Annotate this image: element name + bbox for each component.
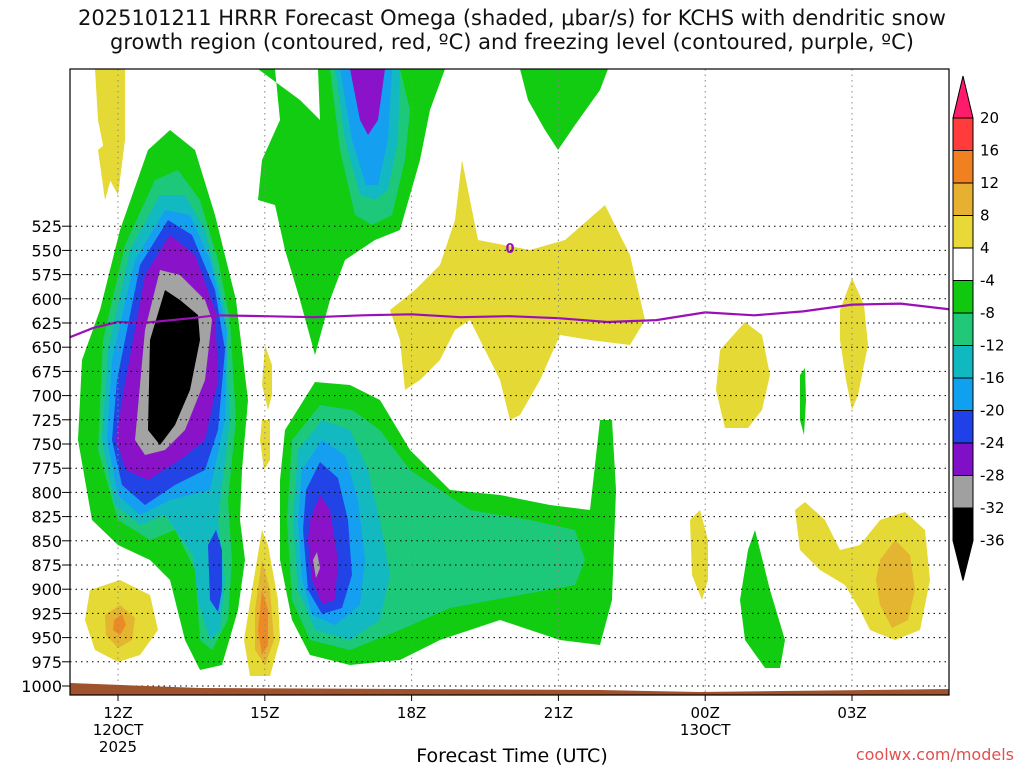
y-tick-label-650: 650 bbox=[31, 338, 62, 357]
y-tick-label-750: 750 bbox=[31, 435, 62, 454]
y-tick-label-550: 550 bbox=[31, 241, 62, 260]
colorbar-segment bbox=[952, 150, 974, 184]
y-tick-label-675: 675 bbox=[31, 362, 62, 381]
terrain-strip bbox=[70, 683, 949, 695]
x-tick-label-03Z: 03Z bbox=[837, 704, 866, 722]
y-tick-label-825: 825 bbox=[31, 508, 62, 527]
chart-title: 2025101211 HRRR Forecast Omega (shaded, … bbox=[0, 6, 1024, 54]
omega-region-yellow-2 bbox=[98, 140, 112, 200]
colorbar-segment bbox=[952, 117, 974, 151]
x-tick-label-21Z: 21Z bbox=[544, 704, 573, 722]
y-tick-label-1000: 1000 bbox=[21, 677, 62, 696]
y-tick-label-975: 975 bbox=[31, 653, 62, 672]
omega-region-green-ne bbox=[520, 69, 608, 150]
omega-shading bbox=[78, 69, 930, 676]
omega-region-purple-lower bbox=[308, 495, 338, 604]
horizontal-gridlines bbox=[70, 225, 949, 687]
colorbar-segment bbox=[952, 215, 974, 249]
title-line-2: growth region (contoured, red, ºC) and f… bbox=[110, 30, 914, 54]
omega-region-orange-6 bbox=[258, 590, 268, 655]
colorbar: 20 16 12 8 4 -4 -8 -12 -16 -20 -24 -28 -32 -36 bbox=[952, 75, 1005, 581]
omega-region-yellow-5 bbox=[260, 420, 270, 470]
y-tick-label-775: 775 bbox=[31, 459, 62, 478]
omega-region-yellow-big bbox=[390, 160, 645, 420]
y-tick-label-700: 700 bbox=[31, 387, 62, 406]
colorbar-label--28: -28 bbox=[980, 467, 1005, 485]
colorbar-label-4: 4 bbox=[980, 239, 990, 257]
colorbar-segment bbox=[952, 377, 974, 411]
y-tick-label-725: 725 bbox=[31, 411, 62, 430]
credit-text: coolwx.com/models bbox=[855, 745, 1014, 764]
x-tick-label-18Z: 18Z bbox=[397, 704, 426, 722]
colorbar-segment bbox=[952, 345, 974, 379]
y-tick-label-575: 575 bbox=[31, 266, 62, 285]
colorbar-segment bbox=[952, 442, 974, 476]
colorbar-label--4: -4 bbox=[980, 272, 995, 290]
y-tick-label-900: 900 bbox=[31, 580, 62, 599]
omega-region-green-sliver bbox=[800, 368, 806, 435]
colorbar-segment bbox=[952, 247, 974, 281]
colorbar-label--32: -32 bbox=[980, 499, 1005, 517]
x-tick-date-00Z: 13OCT bbox=[680, 721, 731, 739]
omega-region-purple-upper bbox=[350, 69, 385, 135]
y-tick-label-525: 525 bbox=[31, 217, 62, 236]
colorbar-label--20: -20 bbox=[980, 402, 1005, 420]
x-tick-label-00Z: 00Z bbox=[691, 704, 720, 722]
colorbar-label--12: -12 bbox=[980, 337, 1005, 355]
x-tick-date-12Z: 12OCT bbox=[93, 721, 144, 739]
colorbar-segment bbox=[952, 280, 974, 314]
omega-region-blue-small bbox=[208, 530, 222, 612]
colorbar-segment bbox=[952, 182, 974, 216]
colorbar-label--16: -16 bbox=[980, 369, 1005, 387]
omega-region-orange-3 bbox=[113, 614, 126, 635]
colorbar-top-arrow bbox=[952, 75, 974, 119]
y-tick-label-925: 925 bbox=[31, 604, 62, 623]
colorbar-segment bbox=[952, 475, 974, 509]
omega-region-green-se bbox=[740, 530, 785, 668]
title-line-1: 2025101211 HRRR Forecast Omega (shaded, … bbox=[78, 6, 946, 30]
colorbar-label-8: 8 bbox=[980, 207, 990, 225]
y-tick-label-850: 850 bbox=[31, 532, 62, 551]
x-tick-label-12Z: 12Z bbox=[103, 704, 132, 722]
y-tick-label-875: 875 bbox=[31, 556, 62, 575]
colorbar-segment bbox=[952, 312, 974, 346]
x-axis-label: Forecast Time (UTC) bbox=[416, 745, 608, 767]
colorbar-label--24: -24 bbox=[980, 434, 1005, 452]
plot-border bbox=[69, 68, 950, 696]
colorbar-segment bbox=[952, 507, 974, 541]
omega-region-yellow-10 bbox=[690, 510, 708, 600]
y-tick-label-950: 950 bbox=[31, 629, 62, 648]
y-tick-label-800: 800 bbox=[31, 483, 62, 502]
y-tick-label-625: 625 bbox=[31, 314, 62, 333]
omega-region-gold-11 bbox=[876, 540, 915, 628]
colorbar-label-16: 16 bbox=[980, 142, 999, 160]
x-tick-year-12Z: 2025 bbox=[99, 738, 137, 756]
x-tick-label-15Z: 15Z bbox=[250, 704, 279, 722]
freezing-level-line bbox=[70, 302, 949, 339]
colorbar-label-12: 12 bbox=[980, 174, 999, 192]
colorbar-label-20: 20 bbox=[980, 109, 999, 127]
y-tick-label-600: 600 bbox=[31, 290, 62, 309]
omega-region-yellow-9 bbox=[840, 278, 868, 410]
omega-region-black-west bbox=[148, 290, 200, 445]
omega-region-yellow-8 bbox=[716, 322, 770, 428]
colorbar-bottom-arrow bbox=[952, 540, 974, 581]
omega-region-gray-lower bbox=[313, 552, 320, 578]
colorbar-label--36: -36 bbox=[980, 532, 1005, 550]
y-axis-ticks: 525 550 575 600 625 650 675 700 725 750 775 800 825 8… bbox=[21, 217, 70, 696]
colorbar-segment bbox=[952, 410, 974, 444]
colorbar-label--8: -8 bbox=[980, 304, 995, 322]
freezing-level-label: 0 bbox=[505, 242, 514, 257]
